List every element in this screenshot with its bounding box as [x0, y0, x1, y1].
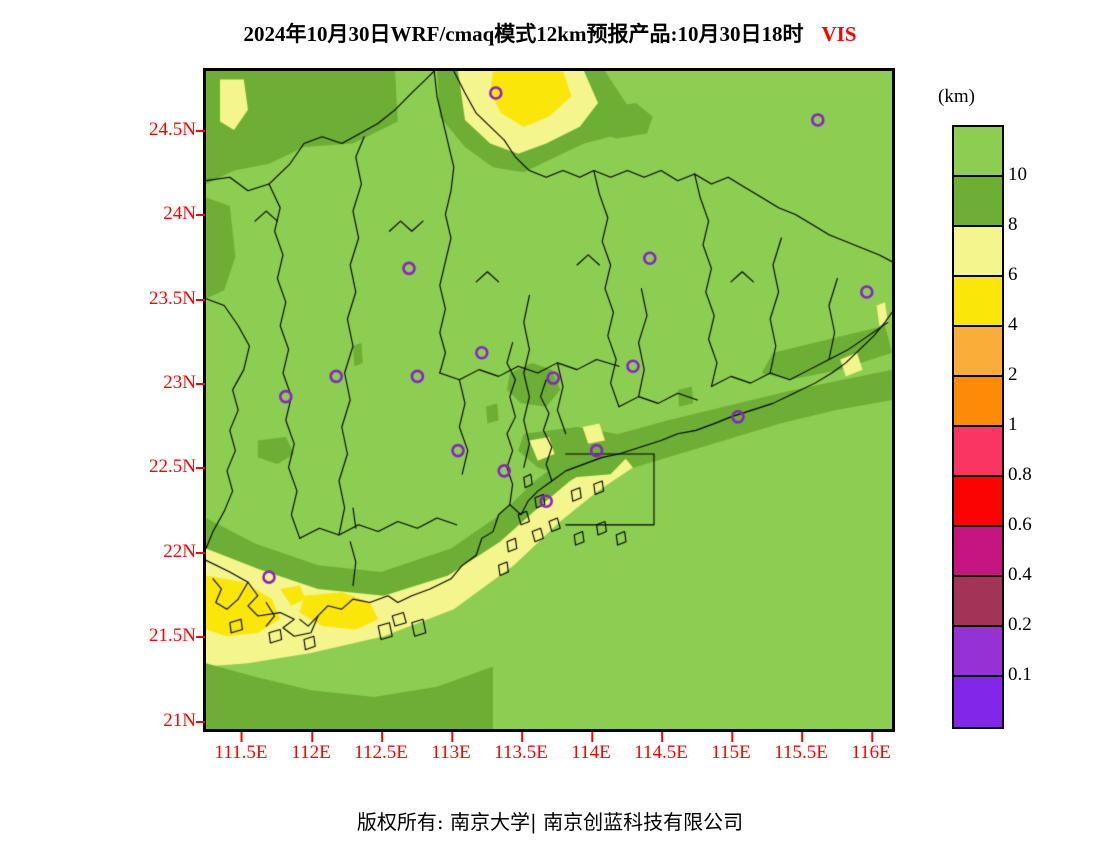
y-tick-22.5N: 22.5N — [149, 456, 205, 478]
x-tick-113.5E: 113.5E — [494, 732, 548, 764]
x-tick-111.5E: 111.5E — [215, 732, 267, 764]
colorbar-label-0.1: 0.1 — [1008, 664, 1032, 685]
colorbar-band-6 — [954, 427, 1002, 477]
colorbar-band-1 — [954, 177, 1002, 227]
colorbar-band-10 — [954, 627, 1002, 677]
map-plot-area[interactable] — [203, 68, 895, 732]
colorbar-band-0 — [954, 127, 1002, 177]
copyright-footer: 版权所有: 南京大学| 南京创蓝科技有限公司 — [356, 810, 744, 834]
y-tick-21.5N: 21.5N — [149, 625, 205, 647]
colorbar-band-7 — [954, 477, 1002, 527]
x-tick-116E: 116E — [851, 732, 891, 764]
colorbar-band-8 — [954, 527, 1002, 577]
y-tickmark — [196, 467, 205, 470]
x-tick-114E: 114E — [571, 732, 611, 764]
colorbar-label-2: 2 — [1008, 364, 1018, 385]
colorbar-unit-label: (km) — [938, 86, 975, 107]
y-tickmark — [196, 720, 205, 723]
colorbar-label-4: 4 — [1008, 314, 1018, 335]
colorbar-label-0.8: 0.8 — [1008, 464, 1032, 485]
x-tickmark — [591, 732, 593, 742]
y-tick-23N: 23N — [163, 372, 205, 394]
y-tickmark — [196, 551, 205, 554]
x-tick-112.5E: 112.5E — [354, 732, 408, 764]
x-tick-114.5E: 114.5E — [634, 732, 688, 764]
x-tickmark — [240, 732, 243, 742]
colorbar-band-5 — [954, 377, 1002, 427]
x-tickmark — [451, 732, 453, 742]
x-tickmark — [311, 732, 313, 742]
colorbar-label-10: 10 — [1008, 164, 1027, 185]
y-tickmark — [196, 214, 205, 217]
colorbar-label-0.2: 0.2 — [1008, 614, 1032, 635]
x-tick-112E: 112E — [291, 732, 331, 764]
y-tick-24N: 24N — [163, 203, 205, 225]
colorbar-label-0.6: 0.6 — [1008, 514, 1032, 535]
x-tick-115E: 115E — [711, 732, 751, 764]
x-axis-labels: 111.5E 112E 112.5E 113E 113.5E 114E 114.5E 115E… — [0, 732, 1100, 772]
colorbar-label-0.4: 0.4 — [1008, 564, 1032, 585]
colorbar-band-3 — [954, 277, 1002, 327]
y-axis-labels: 24.5N 24N 23.5N 23N 22.5N 22N 21.5N 21N — [120, 68, 205, 732]
y-tick-23.5N: 23.5N — [149, 288, 205, 310]
colorbar-tick-labels: 10 8 6 4 2 1 0.8 0.6 0.4 0.2 0.1 — [1008, 125, 1088, 725]
y-tickmark — [196, 383, 205, 386]
x-tickmark — [731, 732, 733, 742]
visibility-contour-canvas — [206, 71, 892, 729]
title-main-text: 2024年10月30日WRF/cmaq模式12km预报产品:10月30日18时 — [243, 22, 804, 46]
y-tickmark — [196, 298, 205, 301]
y-tickmark — [196, 636, 205, 639]
title-variable-text: VIS — [821, 22, 857, 46]
colorbar[interactable] — [952, 125, 1004, 729]
x-tickmark — [521, 732, 523, 742]
colorbar-band-11 — [954, 677, 1002, 727]
x-tickmark — [661, 732, 663, 742]
colorbar-band-9 — [954, 577, 1002, 627]
x-tickmark — [801, 732, 803, 742]
colorbar-label-6: 6 — [1008, 264, 1018, 285]
x-tickmark — [871, 732, 873, 742]
y-tickmark — [196, 130, 205, 133]
colorbar-label-1: 1 — [1008, 414, 1018, 435]
y-tick-24.5N: 24.5N — [149, 119, 205, 141]
x-tick-113E: 113E — [431, 732, 471, 764]
x-tickmark — [381, 732, 383, 742]
y-tick-22N: 22N — [163, 541, 205, 563]
x-tick-115.5E: 115.5E — [774, 732, 828, 764]
colorbar-band-2 — [954, 227, 1002, 277]
y-tick-21N: 21N — [163, 710, 205, 732]
colorbar-band-4 — [954, 327, 1002, 377]
chart-title: 2024年10月30日WRF/cmaq模式12km预报产品:10月30日18时 … — [0, 18, 1100, 48]
colorbar-label-8: 8 — [1008, 214, 1018, 235]
